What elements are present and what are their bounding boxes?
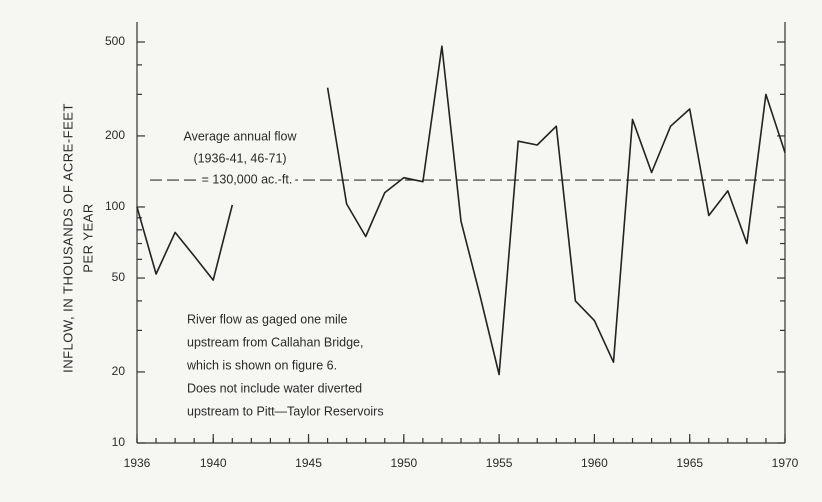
series-line [326,45,786,376]
y-tick-label: 500 [105,34,125,48]
average-label: (1936-41, 46-71) [193,151,286,165]
x-tick-label: 1945 [295,456,322,470]
series-line [136,204,234,281]
x-tick-label: 1955 [486,456,513,470]
x-tick-label: 1936 [124,456,151,470]
x-tick-label: 1940 [200,456,227,470]
note: which is shown on figure 6. [186,358,337,372]
x-tick-label: 1950 [390,456,417,470]
x-tick-label: 1960 [581,456,608,470]
average-label: = 130,000 ac.-ft. [202,172,293,186]
x-tick-label: 1970 [772,456,799,470]
y-axis-label: PER YEAR [80,203,95,273]
y-tick-label: 100 [105,199,125,213]
note: Does not include water diverted [187,381,362,395]
note: upstream to Pitt—Taylor Reservoirs [187,404,384,418]
y-tick-label: 200 [105,128,125,142]
note: River flow as gaged one mile [187,312,348,326]
x-tick-label: 1965 [676,456,703,470]
y-tick-label: 10 [112,435,126,449]
y-tick-label: 50 [112,270,126,284]
note: upstream from Callahan Bridge, [187,335,363,349]
average-label: Average annual flow [183,129,297,143]
y-axis-label: INFLOW, IN THOUSANDS OF ACRE-FEET [60,103,75,373]
y-tick-label: 20 [112,364,126,378]
